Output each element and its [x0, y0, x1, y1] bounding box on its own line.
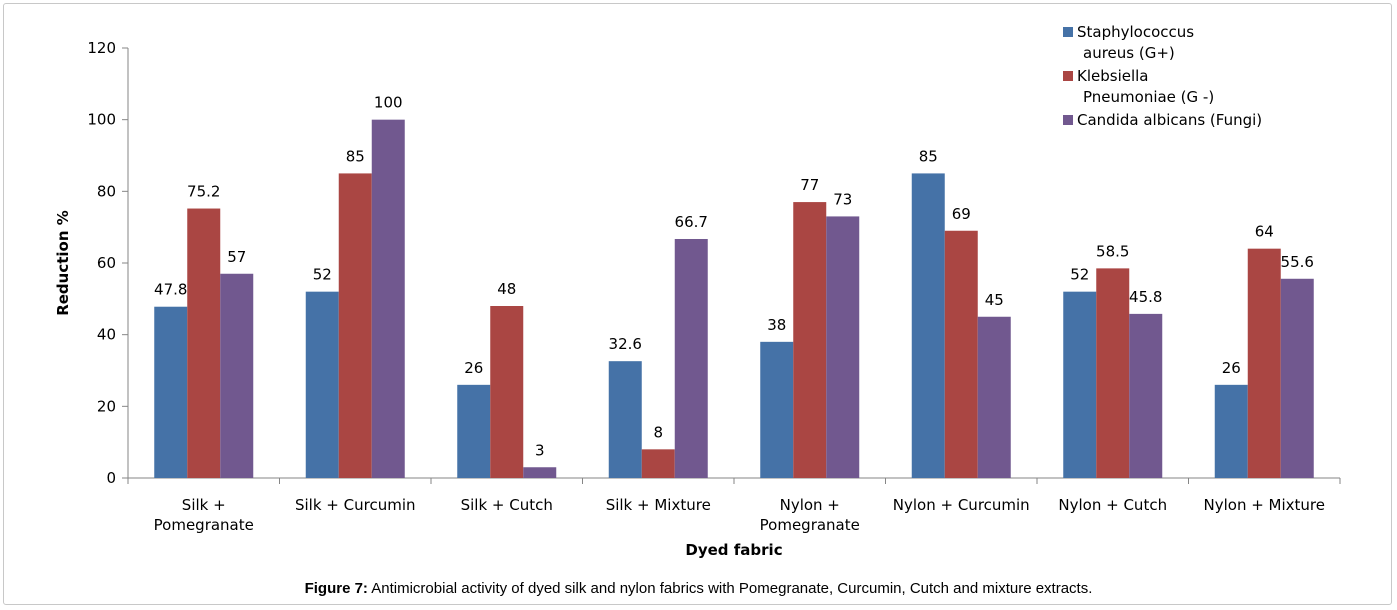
x-category-label-line: Silk + — [182, 496, 226, 514]
chart-data-labels: 47.8 52 26 32.6 38 85 52 26 75.2 85 48 8 77 69 58.5 64 5… — [154, 94, 1314, 460]
bar-series-1-cat-7 — [1063, 291, 1097, 478]
bar-series-1-cat-1 — [154, 306, 188, 478]
figure-caption: Figure 7: Antimicrobial activity of dyed… — [0, 580, 1397, 597]
data-label: 3 — [535, 441, 545, 459]
data-label: 57 — [227, 248, 246, 266]
x-category-label-line: Pomegranate — [760, 516, 860, 534]
data-label: 47.8 — [154, 281, 187, 299]
data-label: 26 — [1222, 359, 1241, 377]
x-category-label-line: Silk + Mixture — [606, 496, 711, 514]
legend-label: Klebsiella — [1077, 67, 1149, 85]
bar-series-1-cat-2 — [305, 291, 339, 478]
x-category-label: Nylon + Mixture — [1204, 496, 1326, 514]
data-label: 52 — [313, 266, 332, 284]
bar-series-2-cat-1 — [187, 208, 221, 479]
x-category-label: Silk + Curcumin — [295, 496, 416, 514]
data-label: 66.7 — [675, 213, 708, 231]
data-label: 52 — [1070, 266, 1089, 284]
legend-label: aureus (G+) — [1083, 44, 1175, 62]
x-axis-title: Dyed fabric — [685, 541, 782, 559]
bar-chart: 0 20 40 60 80 100 120 Silk + Pomegranate Silk + C… — [54, 23, 1341, 559]
bar-series-3-cat-4 — [674, 238, 708, 478]
caption-text: Antimicrobial activity of dyed silk and … — [367, 580, 1093, 597]
bar-series-3-cat-8 — [1280, 278, 1314, 478]
legend-swatch — [1063, 27, 1073, 37]
y-axis-title: Reduction % — [54, 210, 72, 316]
legend-swatch — [1063, 115, 1073, 125]
bar-series-2-cat-2 — [338, 173, 372, 478]
x-category-label: Silk + Cutch — [461, 496, 553, 514]
y-tick-label: 40 — [97, 326, 116, 344]
data-label: 75.2 — [187, 183, 220, 201]
y-tick-label: 100 — [87, 111, 116, 129]
data-label: 58.5 — [1096, 242, 1129, 260]
legend-swatch — [1063, 71, 1073, 81]
bar-series-3-cat-5 — [826, 216, 860, 478]
bar-series-2-cat-4 — [641, 449, 675, 478]
bar-series-1-cat-5 — [760, 341, 794, 478]
bar-series-1-cat-3 — [457, 384, 491, 478]
y-tick-label: 80 — [97, 182, 116, 200]
data-label: 38 — [767, 316, 786, 334]
bar-series-3-cat-7 — [1129, 313, 1163, 478]
y-tick-label: 60 — [97, 254, 116, 272]
x-category-label-line: Pomegranate — [154, 516, 254, 534]
bar-series-3-cat-1 — [220, 273, 254, 478]
x-category-label-line: Nylon + Cutch — [1058, 496, 1167, 514]
bar-series-2-cat-7 — [1096, 268, 1130, 478]
legend-label: Staphylococcus — [1077, 23, 1194, 41]
chart-bars — [154, 119, 1314, 479]
x-category-label-line: Nylon + Curcumin — [893, 496, 1030, 514]
data-label: 26 — [464, 359, 483, 377]
bar-series-3-cat-3 — [523, 467, 557, 478]
data-label: 45.8 — [1129, 288, 1162, 306]
legend-label: Candida albicans (Fungi) — [1077, 111, 1262, 129]
bar-series-2-cat-8 — [1247, 248, 1281, 478]
x-category-label-line: Silk + Cutch — [461, 496, 553, 514]
data-label: 100 — [374, 94, 403, 112]
data-label: 77 — [800, 176, 819, 194]
y-tick-label: 120 — [87, 39, 116, 57]
bar-series-1-cat-4 — [608, 361, 642, 478]
data-label: 85 — [919, 147, 938, 165]
data-label: 85 — [346, 147, 365, 165]
bar-series-1-cat-6 — [911, 173, 945, 478]
y-tick-label: 0 — [106, 469, 116, 487]
y-tick-label: 20 — [97, 397, 116, 415]
x-category-label: Silk + Mixture — [606, 496, 711, 514]
x-category-label: Nylon + Cutch — [1058, 496, 1167, 514]
bar-series-2-cat-5 — [793, 202, 827, 479]
data-label: 48 — [497, 280, 516, 298]
data-label: 32.6 — [609, 335, 642, 353]
x-category-label-line: Silk + Curcumin — [295, 496, 416, 514]
data-label: 64 — [1255, 223, 1274, 241]
data-label: 73 — [833, 190, 852, 208]
data-label: 8 — [653, 423, 663, 441]
chart-legend: Staphylococcus aureus (G+) Klebsiella Pneum… — [1063, 23, 1262, 129]
bar-series-3-cat-2 — [371, 119, 405, 479]
data-label: 69 — [952, 205, 971, 223]
caption-label: Figure 7: — [304, 580, 368, 597]
x-category-label: Nylon + Curcumin — [893, 496, 1030, 514]
data-label: 45 — [985, 291, 1004, 309]
bar-series-2-cat-6 — [944, 230, 978, 478]
x-category-label: Silk + Pomegranate — [154, 496, 254, 534]
x-category-label: Nylon + Pomegranate — [760, 496, 860, 534]
legend-label: Pneumoniae (G -) — [1083, 88, 1214, 106]
bar-series-2-cat-3 — [490, 306, 524, 478]
data-label: 55.6 — [1281, 253, 1314, 271]
bar-series-3-cat-6 — [977, 316, 1011, 478]
bar-series-1-cat-8 — [1214, 384, 1248, 478]
x-category-label-line: Nylon + — [780, 496, 840, 514]
x-category-label-line: Nylon + Mixture — [1204, 496, 1326, 514]
